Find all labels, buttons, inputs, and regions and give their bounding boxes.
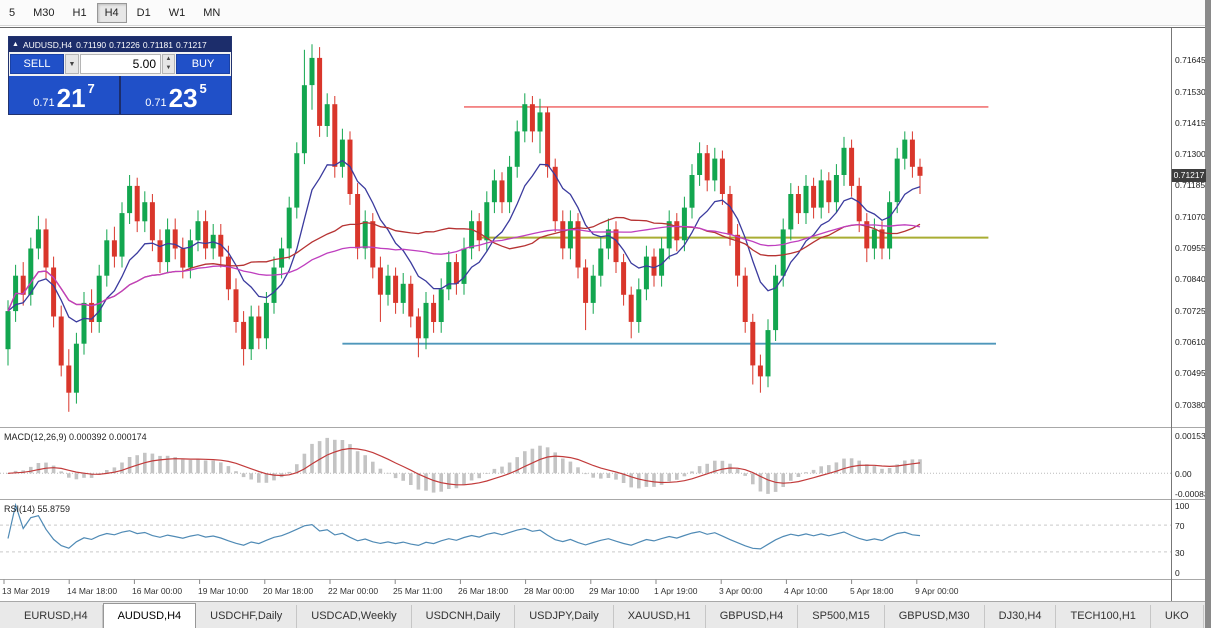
sell-button[interactable]: SELL [10,54,64,74]
timeframe-toolbar: 5 M30 H1 H4 D1 W1 MN [0,0,1205,26]
ohlc-low: 0.71181 [142,39,174,50]
price-axis-label: 0.70495 [1175,368,1206,378]
volume-dropdown-button[interactable]: ▼ [65,54,79,74]
timeframe-button-5[interactable]: 5 [1,3,23,23]
rsi-axis-label: 100 [1175,501,1190,511]
time-axis-label: 25 Mar 11:00 [393,586,443,596]
price-axis-label: 0.70380 [1175,400,1206,410]
price-axis-label: 0.70725 [1175,306,1206,316]
buy-price-sup: 5 [199,81,207,96]
price-axis-label: 0.71645 [1175,55,1206,65]
macd-indicator-label: MACD(12,26,9) 0.000392 0.000174 [4,432,147,442]
buy-button[interactable]: BUY [176,54,230,74]
price-axis-label: 0.71415 [1175,118,1206,128]
ohlc-close: 0.71217 [176,39,207,50]
chart-tab-usdchf-daily[interactable]: USDCHF,Daily [196,605,298,628]
time-axis-label: 26 Mar 18:00 [458,586,509,596]
timeframe-button-d1[interactable]: D1 [129,3,159,23]
rsi-axis-label: 30 [1175,548,1185,558]
time-axis-label: 13 Mar 2019 [2,586,50,596]
price-axis-label: 0.71530 [1175,87,1206,97]
timeframe-button-w1[interactable]: W1 [161,3,194,23]
chart-tab-tech100-h1[interactable]: TECH100,H1 [1056,605,1151,628]
collapse-arrow-icon[interactable]: ▲ [12,41,19,48]
time-axis-label: 28 Mar 00:00 [524,586,575,596]
volume-input[interactable] [80,54,161,74]
chart-tab-gbpusd-h4[interactable]: GBPUSD,H4 [706,605,799,628]
sell-price-prefix: 0.71 [33,97,55,109]
time-axis-label: 1 Apr 19:00 [654,586,698,596]
rsi-axis-label: 70 [1175,521,1185,531]
chart-tab-uko[interactable]: UKO [1151,605,1204,628]
time-axis-label: 5 Apr 18:00 [850,586,894,596]
buy-price-display[interactable]: 0.71 23 5 [121,76,231,114]
chart-tab-gbpusd-m30[interactable]: GBPUSD,M30 [885,605,985,628]
timeframe-button-h4[interactable]: H4 [96,2,127,23]
chart-tab-audusd-h4[interactable]: AUDUSD,H4 [102,603,197,628]
current-price-badge: 0.71217 [1172,169,1206,182]
time-axis-label: 9 Apr 00:00 [915,586,959,596]
chart-window: ▲ AUDUSD,H4 0.71190 0.71226 0.71181 0.71217… [0,27,1211,602]
time-axis-label: 20 Mar 18:00 [263,586,314,596]
rsi-axis-label: 0 [1175,568,1180,578]
volume-spinner[interactable]: ▲ ▼ [162,54,175,74]
chart-tab-dj30-h4[interactable]: DJ30,H4 [985,605,1057,628]
price-axis-label: 0.70955 [1175,243,1206,253]
price-axis-label: 0.71300 [1175,149,1206,159]
chart-tab-sp500-m15[interactable]: SP500,M15 [798,605,885,628]
window-border [1205,0,1211,628]
time-axis-label: 19 Mar 10:00 [198,586,249,596]
time-axis-label: 29 Mar 10:00 [589,586,640,596]
spinner-up-icon[interactable]: ▲ [165,56,172,62]
symbol-period-label: AUDUSD,H4 [22,39,73,50]
sell-price-big: 21 [56,83,86,113]
chart-tabs-bar: EURUSD,H4 AUDUSD,H4 USDCHF,Daily USDCAD,Wee… [0,601,1205,628]
price-axis-label: 0.71070 [1175,212,1206,222]
price-axis-label: 0.70610 [1175,337,1206,347]
chart-tab-xauusd-h1[interactable]: XAUUSD,H1 [614,605,706,628]
chart-tab-usdjpy-daily[interactable]: USDJPY,Daily [515,605,614,628]
time-axis-label: 14 Mar 18:00 [67,586,118,596]
time-axis-label: 3 Apr 00:00 [719,586,763,596]
time-axis-label: 4 Apr 10:00 [784,586,828,596]
chart-tab-usdcnh-daily[interactable]: USDCNH,Daily [412,605,516,628]
caret-down-icon: ▼ [68,60,76,68]
one-click-trading-panel: ▲ AUDUSD,H4 0.71190 0.71226 0.71181 0.71217… [8,36,232,115]
price-axis-label: 0.71185 [1175,180,1206,190]
trade-price-row: 0.71 21 7 0.71 23 5 [9,76,231,114]
macd-axis-label: -0.000835 [1175,489,1211,499]
macd-axis-label: 0.001538 [1175,431,1211,441]
ohlc-high: 0.71226 [109,39,140,50]
sell-price-display[interactable]: 0.71 21 7 [9,76,119,114]
trade-controls-row: SELL ▼ ▲▼ BUY [9,52,231,76]
time-axis-label: 22 Mar 00:00 [328,586,379,596]
rsi-indicator-label: RSI(14) 55.8759 [4,504,71,514]
sell-price-sup: 7 [87,81,95,96]
timeframe-button-mn[interactable]: MN [195,3,228,23]
spinner-down-icon[interactable]: ▼ [165,65,172,71]
ohlc-values: 0.71190 0.71226 0.71181 0.71217 [76,40,210,50]
ohlc-open: 0.71190 [76,39,107,50]
time-axis-label: 16 Mar 00:00 [132,586,183,596]
price-axis-label: 0.70840 [1175,274,1206,284]
chart-tab-usdcad-weekly[interactable]: USDCAD,Weekly [297,605,412,628]
chart-tab-eurusd-h4[interactable]: EURUSD,H4 [10,605,103,628]
macd-axis-label: 0.00 [1175,469,1192,479]
trade-panel-header[interactable]: ▲ AUDUSD,H4 0.71190 0.71226 0.71181 0.71217 [9,37,231,52]
timeframe-button-m30[interactable]: M30 [25,3,62,23]
buy-price-big: 23 [168,83,198,113]
timeframe-button-h1[interactable]: H1 [65,3,95,23]
chart-canvas[interactable] [0,28,1205,602]
buy-price-prefix: 0.71 [145,97,167,109]
